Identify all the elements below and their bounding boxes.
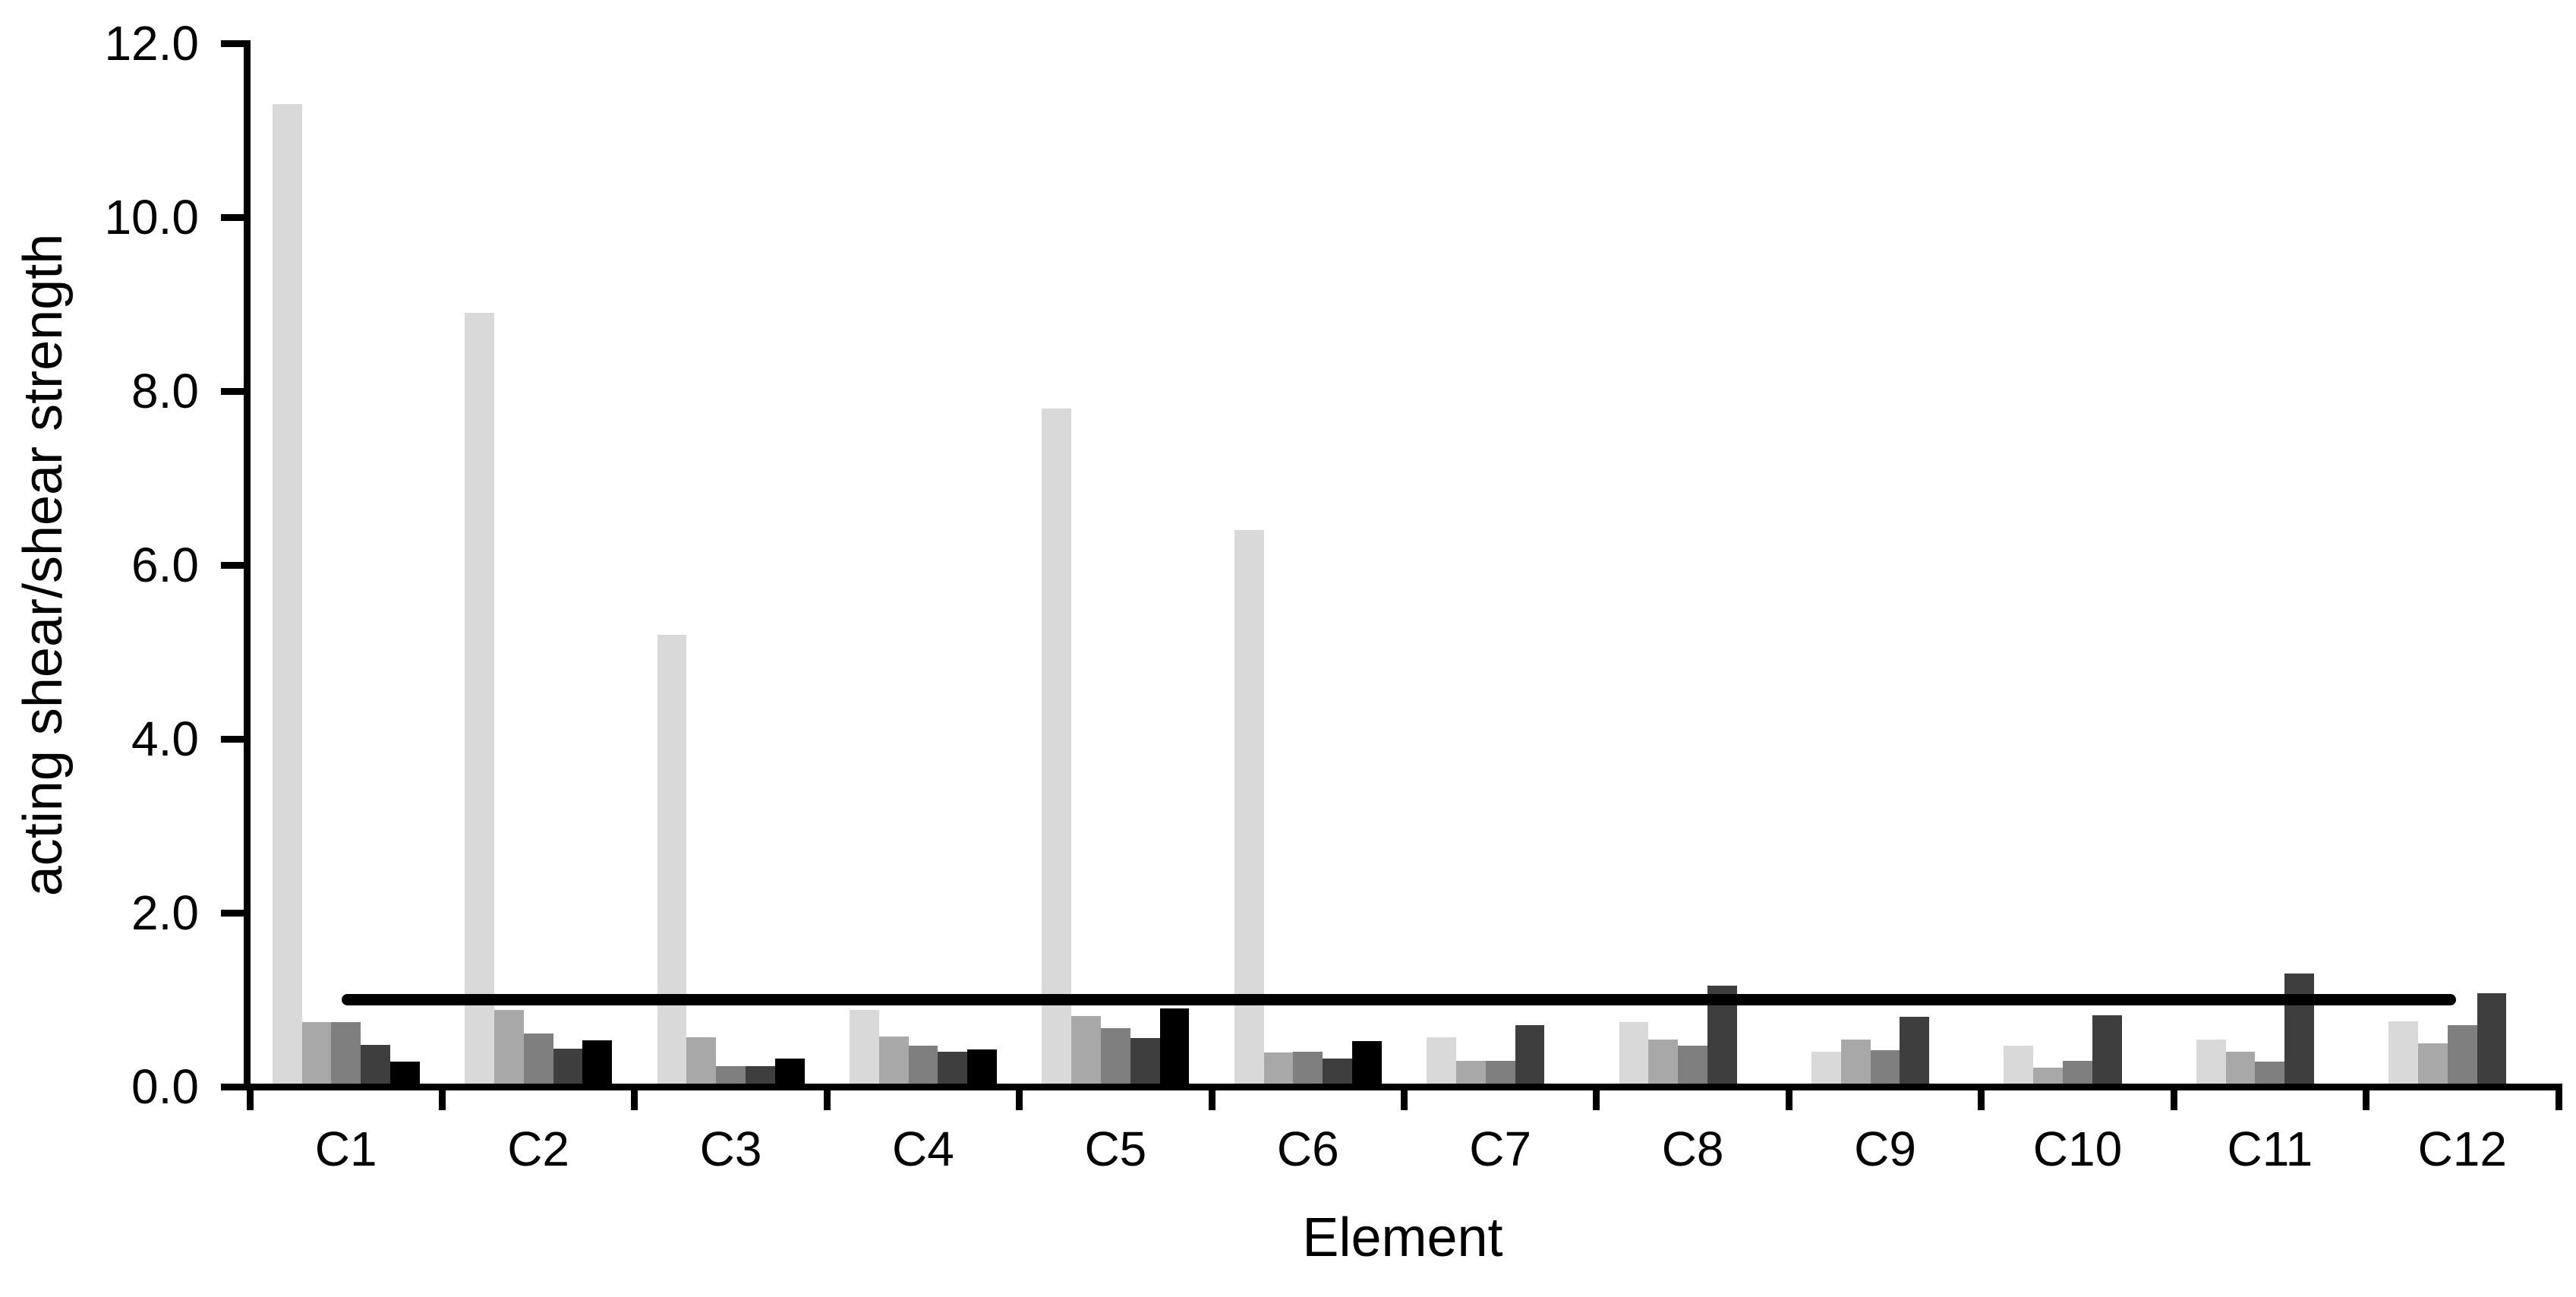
bar-C2-medium-gray bbox=[523, 1033, 553, 1087]
bar-C9-lightest-gray bbox=[1811, 1052, 1841, 1087]
bar-C5-dark-gray bbox=[1130, 1037, 1160, 1087]
bar-C9-medium-gray bbox=[1870, 1049, 1900, 1087]
bar-C7-medium-gray bbox=[1485, 1060, 1515, 1087]
bar-C9-dark-gray bbox=[1900, 1017, 1930, 1087]
bar-C11-dark-gray bbox=[2284, 974, 2315, 1087]
bar-C1-black bbox=[389, 1061, 420, 1087]
x-tick bbox=[2363, 1084, 2370, 1110]
x-category-label: C2 bbox=[507, 1122, 570, 1176]
bar-C2-black bbox=[582, 1040, 613, 1087]
y-tick-label: 10.0 bbox=[104, 190, 199, 245]
x-tick bbox=[246, 1084, 254, 1110]
x-category-label: C3 bbox=[699, 1122, 762, 1176]
bar-C7-lightest-gray bbox=[1427, 1037, 1456, 1087]
y-tick-label: 2.0 bbox=[131, 885, 199, 940]
y-tick-label: 8.0 bbox=[131, 364, 199, 418]
bar-C5-medium-gray bbox=[1100, 1028, 1130, 1087]
bar-C10-dark-gray bbox=[2092, 1015, 2122, 1087]
bar-C5-lightest-gray bbox=[1042, 408, 1072, 1087]
x-axis-title: Element bbox=[1302, 1207, 1503, 1268]
x-category-label: C11 bbox=[2227, 1122, 2313, 1176]
x-category-label: C6 bbox=[1276, 1122, 1339, 1176]
x-tick bbox=[823, 1084, 831, 1110]
bar-C12-dark-gray bbox=[2477, 993, 2507, 1087]
y-tick bbox=[220, 562, 244, 569]
bar-C1-lightest-gray bbox=[272, 104, 302, 1087]
y-tick bbox=[220, 214, 244, 221]
x-tick bbox=[438, 1084, 446, 1110]
y-tick bbox=[220, 40, 244, 47]
x-tick bbox=[1593, 1084, 1600, 1110]
y-tick bbox=[220, 388, 244, 395]
bar-C8-lightest-gray bbox=[1619, 1022, 1649, 1087]
bar-C1-light-gray bbox=[301, 1022, 332, 1087]
y-tick bbox=[220, 1084, 244, 1090]
bar-C2-dark-gray bbox=[553, 1048, 583, 1087]
bar-C3-light-gray bbox=[686, 1037, 717, 1087]
bar-C4-light-gray bbox=[878, 1036, 909, 1087]
bar-C2-light-gray bbox=[493, 1010, 524, 1087]
y-tick bbox=[220, 736, 244, 743]
bar-C4-lightest-gray bbox=[849, 1010, 879, 1087]
x-tick bbox=[1401, 1084, 1408, 1110]
x-category-label: C9 bbox=[1854, 1122, 1916, 1176]
x-category-label: C12 bbox=[2417, 1122, 2507, 1176]
x-category-label: C5 bbox=[1084, 1122, 1147, 1176]
bar-C6-light-gray bbox=[1263, 1052, 1294, 1087]
bar-C3-black bbox=[774, 1059, 805, 1087]
bar-C10-lightest-gray bbox=[2004, 1046, 2034, 1087]
bar-C6-medium-gray bbox=[1293, 1052, 1323, 1087]
bar-C12-light-gray bbox=[2418, 1043, 2448, 1087]
x-tick bbox=[2555, 1084, 2562, 1110]
bar-C4-medium-gray bbox=[908, 1046, 938, 1087]
x-tick bbox=[2170, 1084, 2177, 1110]
y-tick-label: 12.0 bbox=[104, 16, 199, 71]
x-tick bbox=[1016, 1084, 1023, 1110]
bar-C9-light-gray bbox=[1840, 1040, 1871, 1087]
bar-C11-medium-gray bbox=[2255, 1061, 2285, 1087]
bar-C1-dark-gray bbox=[361, 1045, 390, 1087]
bar-C6-dark-gray bbox=[1323, 1059, 1352, 1087]
y-tick-label: 4.0 bbox=[131, 712, 199, 766]
bar-C3-dark-gray bbox=[745, 1065, 775, 1087]
bar-C12-lightest-gray bbox=[2388, 1021, 2419, 1087]
bar-C5-black bbox=[1159, 1008, 1190, 1087]
bar-C12-medium-gray bbox=[2447, 1024, 2477, 1087]
bar-C6-lightest-gray bbox=[1234, 530, 1264, 1087]
bar-C4-black bbox=[967, 1049, 997, 1087]
y-tick bbox=[220, 910, 244, 917]
x-category-label: C1 bbox=[314, 1122, 377, 1176]
bar-C11-lightest-gray bbox=[2196, 1040, 2226, 1087]
x-tick bbox=[1208, 1084, 1215, 1110]
y-tick-label: 0.0 bbox=[131, 1059, 199, 1114]
x-tick bbox=[631, 1084, 638, 1110]
x-tick bbox=[1978, 1084, 1985, 1110]
y-axis-line bbox=[243, 40, 251, 1090]
bar-C5-light-gray bbox=[1071, 1016, 1101, 1087]
bar-C10-light-gray bbox=[2033, 1067, 2064, 1087]
bar-C7-dark-gray bbox=[1515, 1024, 1545, 1087]
x-category-label: C4 bbox=[892, 1122, 954, 1176]
x-category-label: C8 bbox=[1661, 1122, 1724, 1176]
bar-C10-medium-gray bbox=[2063, 1060, 2092, 1087]
x-category-label: C7 bbox=[1469, 1122, 1532, 1176]
bar-C11-light-gray bbox=[2225, 1052, 2256, 1087]
bar-C1-medium-gray bbox=[331, 1022, 361, 1087]
x-tick bbox=[1785, 1084, 1792, 1110]
bar-C4-dark-gray bbox=[938, 1052, 968, 1087]
bar-C7-light-gray bbox=[1456, 1060, 1486, 1087]
bar-C8-medium-gray bbox=[1678, 1046, 1708, 1087]
bar-C8-light-gray bbox=[1648, 1040, 1679, 1087]
x-category-label: C10 bbox=[2032, 1122, 2123, 1176]
bar-C3-lightest-gray bbox=[657, 634, 687, 1087]
bar-C3-medium-gray bbox=[716, 1065, 746, 1087]
reference-line bbox=[342, 994, 2456, 1005]
bar-C2-lightest-gray bbox=[465, 312, 494, 1087]
y-tick-label: 6.0 bbox=[131, 538, 199, 592]
bar-C6-black bbox=[1351, 1041, 1382, 1087]
